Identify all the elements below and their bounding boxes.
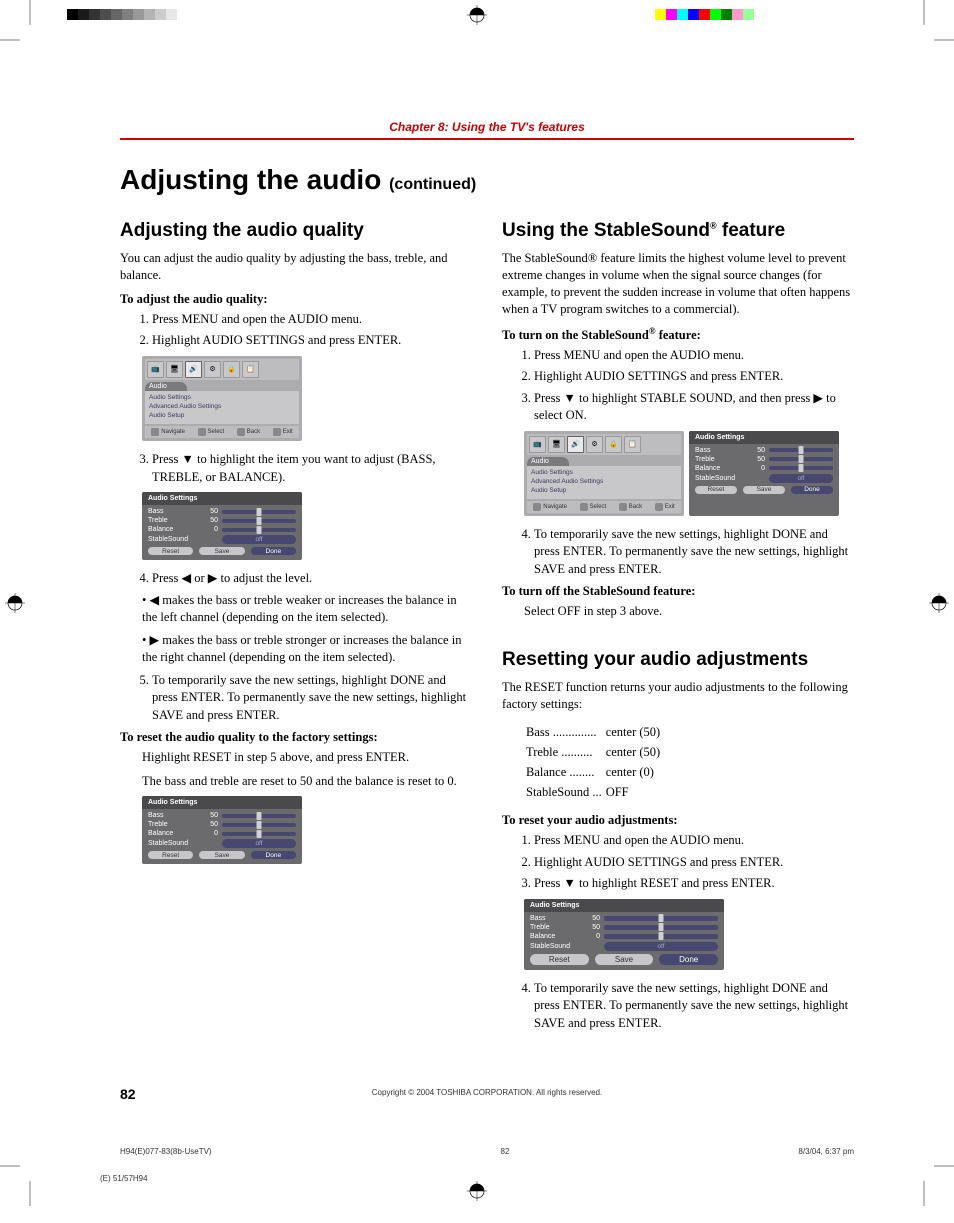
step: Highlight AUDIO SETTINGS and press ENTER… bbox=[534, 854, 854, 872]
menu-item: Audio Settings bbox=[149, 393, 295, 402]
footer-right: 8/3/04, 6:37 pm bbox=[798, 1147, 854, 1156]
factory-row: Bass ..............center (50) bbox=[526, 723, 660, 741]
intro-reset: The RESET function returns your audio ad… bbox=[502, 679, 854, 713]
header-rule bbox=[120, 138, 854, 140]
reset-para-2: The bass and treble are reset to 50 and … bbox=[120, 773, 472, 791]
bold-adjust: To adjust the audio quality: bbox=[120, 292, 472, 307]
menu-icon: 🔒 bbox=[223, 361, 240, 378]
main-title-text: Adjusting the audio bbox=[120, 164, 381, 195]
settings-panel-2: Audio SettingsBass50Treble50Balance0Stab… bbox=[142, 796, 302, 864]
step: Press ◀ or ▶ to adjust the level. bbox=[152, 570, 472, 588]
menu-icon: 📋 bbox=[242, 361, 259, 378]
step: To temporarily save the new settings, hi… bbox=[534, 980, 854, 1033]
settings-panel-4: Audio SettingsBass50Treble50Balance0Stab… bbox=[524, 899, 724, 970]
steps-adjust-3: Press ▼ to highlight the item you want t… bbox=[120, 451, 472, 486]
menu-icon: 🖥 bbox=[166, 361, 183, 378]
steps-reset: Press MENU and open the AUDIO menu. High… bbox=[502, 832, 854, 893]
menu-item: Audio Setup bbox=[149, 411, 295, 420]
reset-para-1: Highlight RESET in step 5 above, and pre… bbox=[120, 749, 472, 767]
nav-navigate: Navigate bbox=[151, 428, 185, 436]
factory-row: Balance ........center (0) bbox=[526, 763, 660, 781]
bullet: ◀ makes the bass or treble weaker or inc… bbox=[142, 592, 472, 627]
nav-exit: Exit bbox=[273, 428, 293, 436]
menu-icon: ⚙ bbox=[204, 361, 221, 378]
steps-adjust-4: Press ◀ or ▶ to adjust the level. bbox=[120, 570, 472, 588]
footer-cut: (E) 51/57H94 bbox=[100, 1174, 854, 1183]
menu-icon-audio: 🔊 bbox=[185, 361, 202, 378]
combined-panel: 📺🖥 🔊⚙ 🔒📋 Audio Audio Settings Advanced A… bbox=[524, 431, 854, 516]
section-title-reset: Resetting your audio adjustments bbox=[502, 649, 854, 671]
bold-reset-adj: To reset your audio adjustments: bbox=[502, 813, 854, 828]
settings-panel-1: Audio SettingsBass50Treble50Balance0Stab… bbox=[142, 492, 302, 560]
step: Press MENU and open the AUDIO menu. bbox=[152, 311, 472, 329]
settings-panel-3: Audio SettingsBass50Treble50Balance0Stab… bbox=[689, 431, 839, 516]
factory-row: StableSound ...OFF bbox=[526, 783, 660, 801]
step: Press MENU and open the AUDIO menu. bbox=[534, 832, 854, 850]
bullets-adjust: ◀ makes the bass or treble weaker or inc… bbox=[120, 592, 472, 667]
step: To temporarily save the new settings, hi… bbox=[152, 672, 472, 725]
step: Press ▼ to highlight RESET and press ENT… bbox=[534, 875, 854, 893]
factory-defaults: Bass ..............center (50) Treble ..… bbox=[502, 721, 662, 804]
footer-left: H94(E)077-83(8b-UseTV) bbox=[120, 1147, 212, 1156]
step: To temporarily save the new settings, hi… bbox=[534, 526, 854, 579]
page-content: Chapter 8: Using the TV's features Adjus… bbox=[0, 0, 954, 1223]
step: Press ▼ to highlight STABLE SOUND, and t… bbox=[534, 390, 854, 425]
section-title-stable: Using the StableSound® feature bbox=[502, 220, 854, 242]
menu-list: Audio Settings Advanced Audio Settings A… bbox=[145, 391, 299, 424]
steps-stable: Press MENU and open the AUDIO menu. High… bbox=[502, 347, 854, 425]
step: Press ▼ to highlight the item you want t… bbox=[152, 451, 472, 486]
step: Highlight AUDIO SETTINGS and press ENTER… bbox=[534, 368, 854, 386]
menu-icon: 📺 bbox=[147, 361, 164, 378]
left-column: Adjusting the audio quality You can adju… bbox=[120, 214, 472, 1036]
factory-row: Treble ..........center (50) bbox=[526, 743, 660, 761]
steps-adjust-5: To temporarily save the new settings, hi… bbox=[120, 672, 472, 725]
menu-panel-audio-2: 📺🖥 🔊⚙ 🔒📋 Audio Audio Settings Advanced A… bbox=[524, 431, 684, 516]
steps-adjust-1: Press MENU and open the AUDIO menu. High… bbox=[120, 311, 472, 350]
bold-reset: To reset the audio quality to the factor… bbox=[120, 730, 472, 745]
nav-back: Back bbox=[237, 428, 260, 436]
footer-info: H94(E)077-83(8b-UseTV) 82 8/3/04, 6:37 p… bbox=[120, 1147, 854, 1156]
steps-stable-4: To temporarily save the new settings, hi… bbox=[502, 526, 854, 579]
copyright: Copyright © 2004 TOSHIBA CORPORATION. Al… bbox=[120, 1088, 854, 1097]
menu-icon-row: 📺 🖥 🔊 ⚙ 🔒 📋 bbox=[145, 359, 299, 380]
right-column: Using the StableSound® feature The Stabl… bbox=[502, 214, 854, 1036]
menu-item: Advanced Audio Settings bbox=[149, 402, 295, 411]
bold-stable-on: To turn on the StableSound® feature: bbox=[502, 326, 854, 343]
main-title-sub: (continued) bbox=[389, 176, 476, 193]
chapter-header: Chapter 8: Using the TV's features bbox=[120, 120, 854, 134]
bullet: ▶ makes the bass or treble stronger or i… bbox=[142, 632, 472, 667]
intro-stable: The StableSound® feature limits the high… bbox=[502, 250, 854, 318]
footer-center: 82 bbox=[501, 1147, 510, 1156]
steps-reset-4: To temporarily save the new settings, hi… bbox=[502, 980, 854, 1033]
menu-subhead: Audio bbox=[145, 382, 187, 391]
off-para: Select OFF in step 3 above. bbox=[502, 603, 854, 621]
step: Highlight AUDIO SETTINGS and press ENTER… bbox=[152, 332, 472, 350]
menu-navbar: Navigate Select Back Exit bbox=[145, 426, 299, 438]
step: Press MENU and open the AUDIO menu. bbox=[534, 347, 854, 365]
intro-quality: You can adjust the audio quality by adju… bbox=[120, 250, 472, 284]
section-title-quality: Adjusting the audio quality bbox=[120, 220, 472, 242]
nav-select: Select bbox=[198, 428, 225, 436]
menu-panel-audio: 📺 🖥 🔊 ⚙ 🔒 📋 Audio Audio Settings Advance… bbox=[142, 356, 302, 441]
main-title: Adjusting the audio (continued) bbox=[120, 164, 854, 196]
bold-stable-off: To turn off the StableSound feature: bbox=[502, 584, 854, 599]
